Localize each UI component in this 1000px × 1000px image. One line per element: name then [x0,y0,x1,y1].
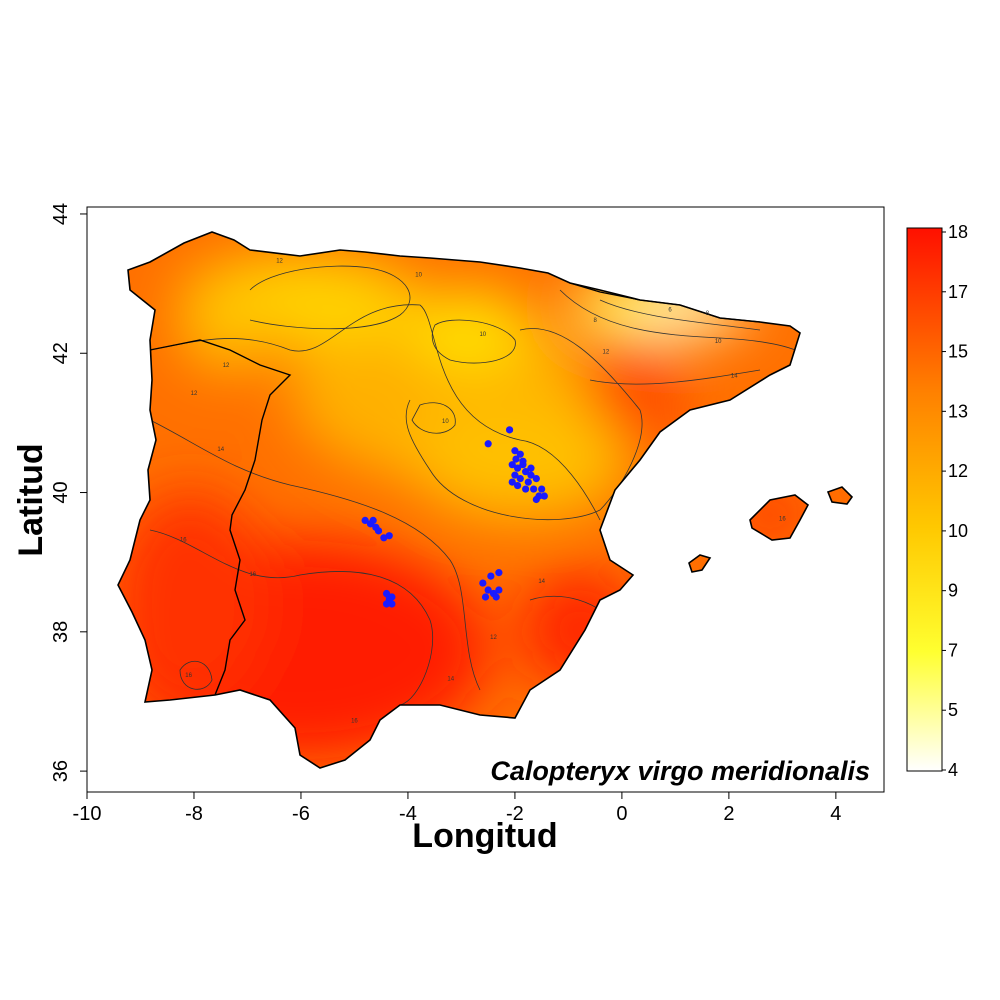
contour-label: 10 [415,273,422,279]
contour-label: 12 [191,391,198,397]
occurrence-point [530,485,538,493]
occurrence-point [481,593,490,601]
occurrence-point [538,485,546,493]
y-tick-label: 40 [50,481,72,503]
occurrence-point [512,455,520,463]
x-tick-label: 4 [830,803,841,825]
contour-lines [149,265,801,706]
x-tick-label: 2 [723,803,734,825]
contour-label: 14 [731,374,738,380]
colorbar-label: 4 [948,760,958,780]
occurrence-point [385,532,393,540]
contour-label: 8 [706,311,710,317]
occurrence-point [511,447,519,455]
contour-labels: 6 8 8 10 10 10 10 12 12 12 12 12 14 14 14 14 16 16 16 16 16 [180,259,786,725]
y-tick-label: 42 [50,342,72,364]
colorbar-label: 7 [948,640,958,660]
colorbar-label: 12 [948,461,968,481]
occurrence-point [513,481,522,490]
occurrence-point [495,586,503,594]
contour-label: 14 [217,447,224,453]
occurrence-point [492,593,500,601]
colorbar-label: 18 [948,222,968,242]
occurrence-point [540,492,548,500]
x-axis-title: Longitud [412,817,557,855]
contour-label: 12 [276,259,283,265]
x-axis: -10 -8 -6 -4 -2 0 2 4 [73,792,841,825]
colorbar-label: 17 [948,282,968,302]
x-tick-label: 0 [616,803,627,825]
occurrence-point [487,572,495,580]
occurrence-point [508,461,516,469]
occurrence-point [527,464,535,472]
colorbar-label: 5 [948,700,958,720]
occurrence-point [532,495,540,504]
contour-label: 12 [490,635,497,641]
contour-label: 8 [593,318,597,324]
occurrence-point [361,516,369,524]
occurrence-point [484,440,492,448]
y-tick-label: 44 [50,203,72,225]
contour-label: 10 [442,419,449,425]
contour-label: 16 [180,537,187,543]
contour-label: 14 [538,579,545,585]
occurrence-point [532,475,540,483]
occurrence-point [522,468,530,476]
occurrence-point [484,586,492,594]
y-axis-title: Latitud [12,443,50,556]
species-label: Calopteryx virgo meridionalis [490,756,870,786]
contour-label: 16 [185,673,192,679]
contour-label: 12 [603,349,610,355]
occurrence-point [388,593,396,601]
x-tick-label: -4 [399,803,417,825]
colorbar-labels: 4 5 7 9 10 12 13 15 17 18 [942,222,968,780]
contour-label: 6 [668,307,672,313]
pyrenees-border [569,282,761,323]
occurrence-point [513,464,522,472]
x-tick-label: -2 [506,803,524,825]
contour-label: 16 [779,516,786,522]
y-axis: 36 38 40 42 44 [50,203,87,782]
occurrence-point [519,461,527,469]
y-tick-label: 36 [50,760,72,782]
x-tick-label: -10 [73,803,102,825]
occurrence-point [479,579,487,587]
contour-label: 10 [715,339,722,345]
occurrence-point [505,426,514,434]
occurrence-point [495,569,503,577]
occurrence-point [516,450,524,458]
occurrence-point [522,485,530,493]
y-tick-label: 38 [50,621,72,643]
contour-label: 10 [479,332,486,338]
contour-label: 12 [223,363,230,369]
occurrence-point [382,600,391,608]
x-tick-label: -8 [185,803,203,825]
occurrence-point [388,600,396,608]
coastline [117,231,854,769]
contour-label: 14 [447,677,454,683]
colorbar-label: 15 [948,342,968,362]
occurrence-point [511,471,519,479]
occurrence-points [361,426,548,608]
colorbar-label: 13 [948,401,968,421]
occurrence-point [516,475,524,483]
colorbar-label: 9 [948,581,958,601]
colorbar-label: 10 [948,521,968,541]
occurrence-point [524,478,532,486]
colorbar [906,227,943,772]
occurrence-point [369,516,377,524]
country-border [149,339,292,696]
x-tick-label: -6 [292,803,310,825]
occurrence-point [508,478,516,486]
occurrence-point [527,471,535,479]
contour-label: 16 [249,572,256,578]
contour-label: 16 [351,718,358,724]
occurrence-point [374,527,383,535]
